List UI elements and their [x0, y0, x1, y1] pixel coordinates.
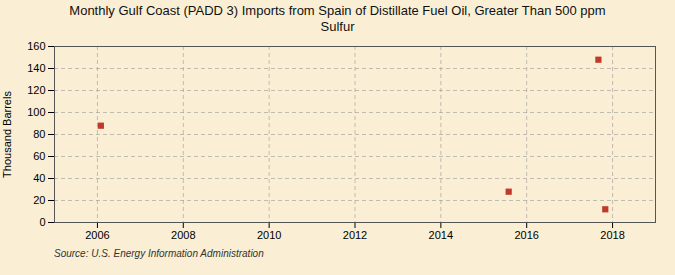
svg-text:120: 120	[27, 84, 45, 96]
svg-text:140: 140	[27, 62, 45, 74]
svg-text:Thousand Barrels: Thousand Barrels	[1, 90, 13, 177]
svg-text:2008: 2008	[171, 229, 195, 241]
svg-text:0: 0	[39, 216, 45, 228]
svg-text:100: 100	[27, 106, 45, 118]
html-text:Source: U.S. Energy Informatio: Source: U.S. Energy Information Administ…	[54, 247, 264, 259]
svg-text:2016: 2016	[514, 229, 538, 241]
svg-text:20: 20	[33, 194, 45, 206]
svg-text:2014: 2014	[429, 229, 453, 241]
svg-text:160: 160	[27, 40, 45, 52]
svg-text:2006: 2006	[85, 229, 109, 241]
svg-text:40: 40	[33, 172, 45, 184]
svg-text:2010: 2010	[257, 229, 281, 241]
svg-text:80: 80	[33, 128, 45, 140]
svg-text:2012: 2012	[343, 229, 367, 241]
svg-text:60: 60	[33, 150, 45, 162]
html-text:Monthly Gulf Coast (PADD 3) Im: Monthly Gulf Coast (PADD 3) Imports from…	[69, 3, 606, 35]
svg-text:2018: 2018	[600, 229, 624, 241]
